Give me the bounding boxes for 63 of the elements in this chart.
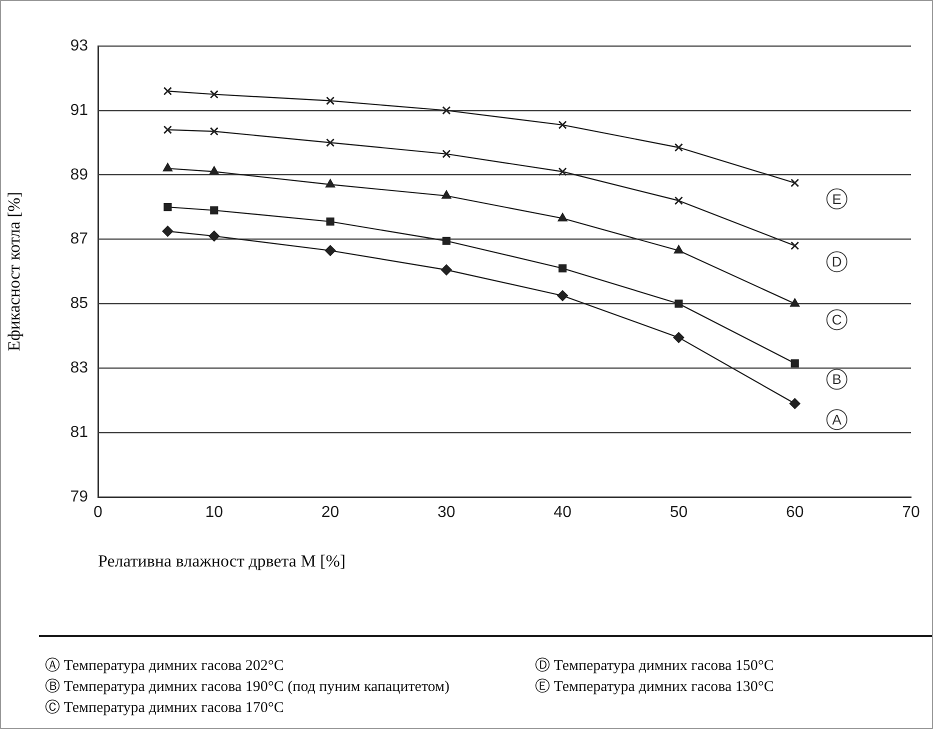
point (442, 150, 451, 158)
point (325, 179, 336, 188)
x-tick-label: 30 (438, 504, 456, 522)
point (674, 245, 684, 254)
point (674, 143, 683, 152)
text: Ⓒ Температура димних гасова 170°C (45, 698, 285, 718)
y-axis-title: Ефикасност котла [%] (4, 192, 24, 352)
point (326, 218, 334, 226)
point (163, 125, 172, 134)
y-tick-label: 85 (70, 295, 88, 312)
point (558, 212, 568, 222)
text: A (832, 411, 842, 428)
x-tick-label: 0 (94, 504, 103, 522)
point (790, 241, 800, 250)
text: C (832, 312, 842, 328)
point (557, 290, 568, 302)
point (789, 398, 800, 410)
point (673, 332, 684, 344)
x-tick-label: 60 (786, 504, 804, 522)
y-tick-label: 81 (70, 424, 88, 441)
point (442, 236, 450, 245)
point (324, 245, 336, 256)
text: Ⓑ Температура димних гасова 190°C (под пуним капацитетом) (45, 678, 450, 697)
text: E (832, 190, 842, 207)
point (210, 127, 218, 136)
point (790, 178, 800, 188)
x-tick-label: 20 (321, 504, 340, 522)
point (440, 264, 452, 276)
point (210, 90, 218, 99)
point (790, 359, 799, 368)
x-axis-title: Релативна влажност дрвета M [%] (98, 551, 346, 570)
text: D (832, 254, 842, 270)
y-tick-label: 89 (70, 166, 88, 184)
y-tick-label: 91 (70, 102, 88, 119)
point (210, 206, 218, 214)
y-tick-label: 93 (70, 37, 88, 54)
text: Ⓔ Температура димних гасова 130°C (535, 678, 774, 697)
y-tick-label: 87 (70, 230, 88, 248)
y-tick-label: 83 (70, 360, 88, 377)
point (558, 120, 567, 130)
point (674, 300, 683, 308)
point (209, 166, 219, 175)
point (442, 106, 451, 115)
point (163, 86, 172, 96)
text: Ⓓ Температура димних гасова 150°C (535, 656, 774, 676)
point (790, 298, 800, 307)
x-tick-label: 50 (670, 504, 688, 522)
point (162, 162, 173, 172)
y-tick-label: 79 (70, 488, 88, 506)
point (326, 96, 335, 106)
x-tick-label: 40 (554, 504, 572, 522)
point (326, 138, 335, 147)
point (558, 167, 567, 176)
x-tick-label: 10 (205, 504, 224, 522)
point (208, 230, 220, 242)
point (442, 190, 452, 199)
point (674, 196, 683, 205)
point (558, 264, 567, 272)
point (164, 203, 172, 212)
point (162, 226, 174, 237)
x-tick-label: 70 (902, 504, 920, 522)
text: B (832, 371, 842, 388)
text: Ⓐ Температура димних гасова 202°C (45, 656, 285, 676)
